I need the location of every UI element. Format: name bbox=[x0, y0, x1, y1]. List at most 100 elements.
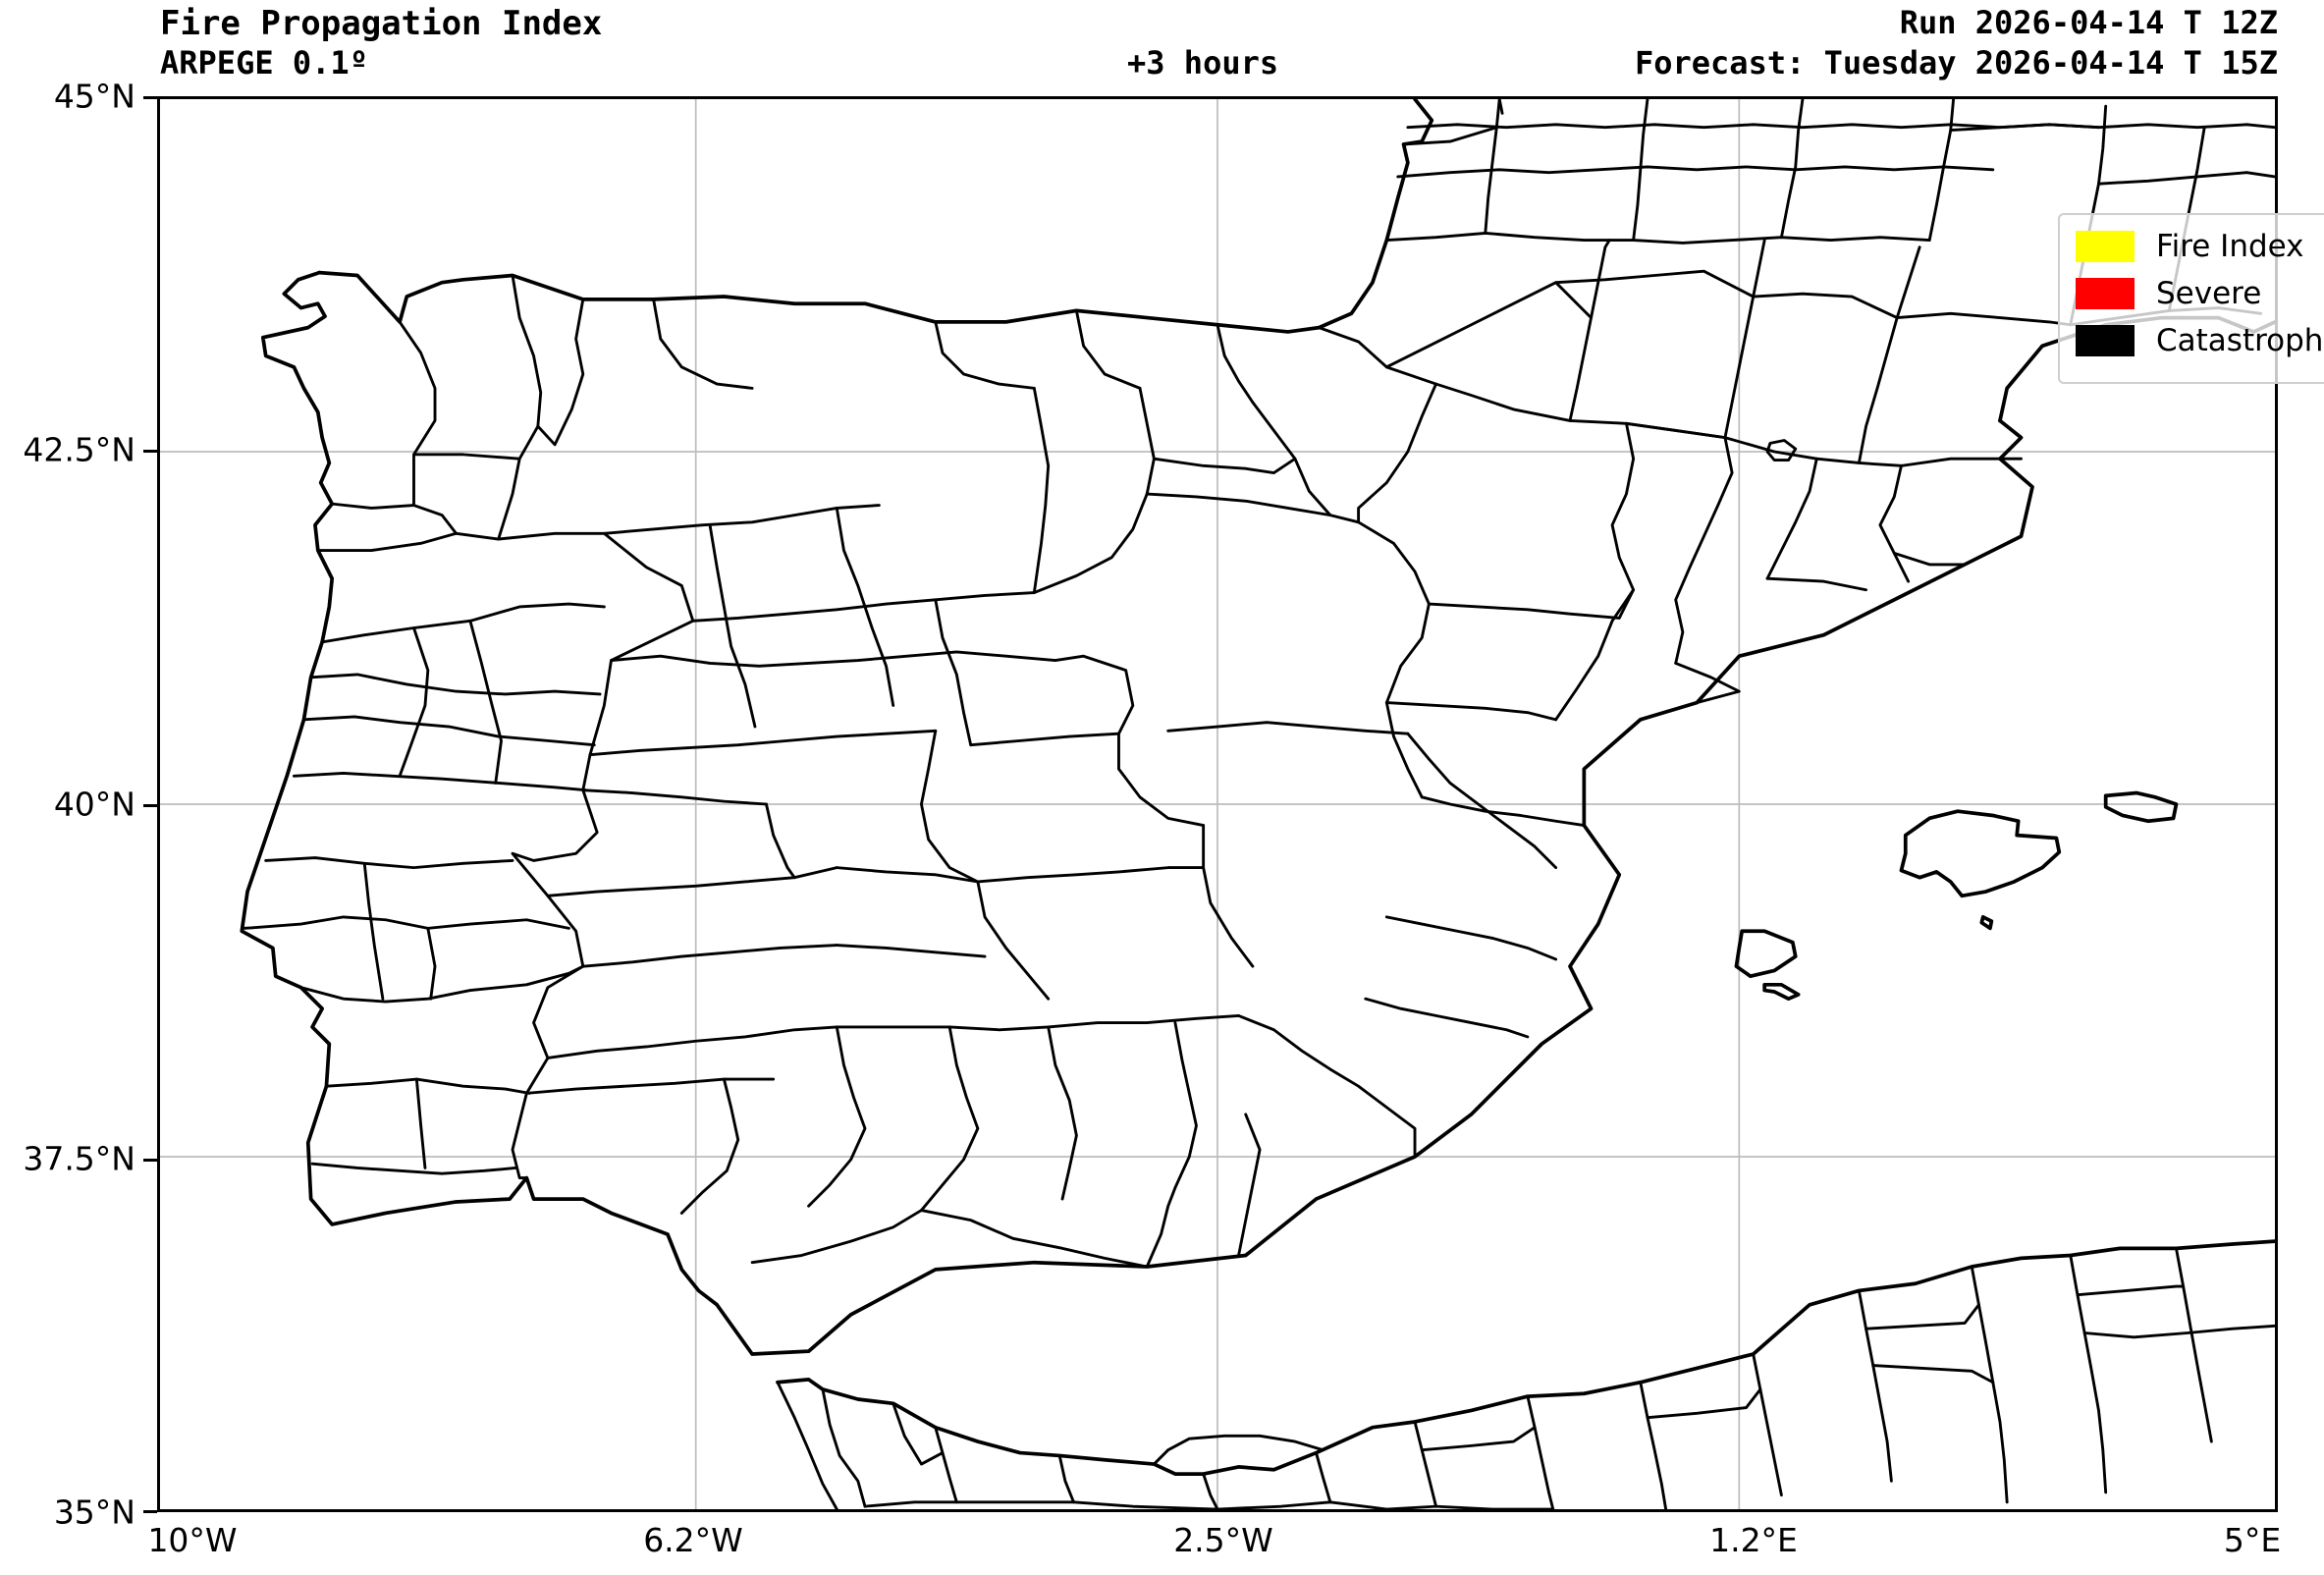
na-adm-5 bbox=[1315, 1451, 1332, 1504]
iberia-north-coast bbox=[317, 270, 1322, 334]
formentera-outline bbox=[1762, 982, 1801, 1002]
pt-district-14 bbox=[362, 861, 385, 1001]
x-tick-10w: 10°W bbox=[147, 1521, 238, 1559]
fr-dep-12 bbox=[1384, 281, 1593, 369]
es-galicia-4 bbox=[536, 298, 585, 447]
na-adm-23 bbox=[776, 1381, 838, 1509]
es-clm-4 bbox=[835, 866, 1206, 884]
na-adm-22 bbox=[2082, 1324, 2275, 1339]
na-adm-19 bbox=[1865, 1303, 1980, 1331]
legend-box[interactable]: Fire Index Severe Catastrophic bbox=[2058, 213, 2324, 384]
pt-district-9 bbox=[299, 964, 585, 1004]
france-atlantic-coast bbox=[1317, 99, 1434, 330]
fr-dep-18 bbox=[2097, 171, 2275, 186]
na-adm-2 bbox=[934, 1426, 958, 1504]
legend-item-catastrophic[interactable]: Catastrophic bbox=[2076, 321, 2324, 360]
pt-district-12 bbox=[398, 626, 430, 778]
es-galicia-3 bbox=[412, 453, 521, 461]
fr-dep-19 bbox=[1949, 123, 2275, 133]
es-clm-8 bbox=[947, 1013, 1240, 1032]
na-adm-11 bbox=[1970, 1265, 2009, 1504]
fr-dep-3 bbox=[1406, 123, 2100, 130]
es-cat-5 bbox=[1892, 551, 1967, 567]
es-aragon-3 bbox=[1427, 588, 1636, 620]
fr-dep-4 bbox=[1484, 99, 1501, 235]
fr-dep-21 bbox=[1497, 99, 1504, 115]
cabrera-outline bbox=[1979, 915, 1994, 931]
pt-district-5 bbox=[302, 715, 596, 747]
es-and-4 bbox=[920, 1025, 980, 1213]
fr-dep-13 bbox=[1554, 269, 1756, 299]
mallorca-outline bbox=[1899, 809, 2062, 898]
na-adm-10 bbox=[1857, 1288, 1893, 1483]
es-galicia-2 bbox=[497, 274, 543, 541]
pt-district-11 bbox=[310, 1162, 517, 1175]
pt-district-3 bbox=[320, 602, 606, 644]
fr-dep-14 bbox=[1752, 292, 1899, 320]
lead-time-label: +3 hours bbox=[1127, 44, 1279, 81]
north-africa-coast bbox=[776, 1239, 2275, 1476]
es-aragon-2 bbox=[1554, 421, 1636, 722]
es-valencia-2 bbox=[1420, 795, 1586, 827]
es-cyl-2 bbox=[691, 591, 1036, 623]
na-adm-1 bbox=[821, 1387, 867, 1508]
pt-district-8 bbox=[243, 915, 570, 930]
pt-district-16 bbox=[414, 1077, 427, 1169]
na-adm-7 bbox=[1526, 1394, 1555, 1509]
legend-label-fire-index: Fire Index bbox=[2156, 229, 2304, 264]
y-tickmark-37-5n bbox=[143, 1159, 157, 1162]
es-clm-3 bbox=[920, 729, 980, 884]
fire-index-swatch-icon bbox=[2076, 231, 2135, 262]
es-cyl-5 bbox=[708, 523, 757, 729]
es-cyl-7 bbox=[934, 598, 973, 747]
map-canvas bbox=[160, 99, 2275, 1509]
na-adm-21 bbox=[1871, 1364, 1995, 1385]
coastlines-layer bbox=[240, 99, 2275, 1476]
na-adm-17 bbox=[1420, 1426, 1537, 1452]
es-clm-7 bbox=[835, 944, 987, 958]
admin-boundaries-layer bbox=[243, 99, 2275, 1509]
fr-dep-5 bbox=[1632, 99, 1649, 243]
fr-dep-1 bbox=[1384, 231, 1931, 244]
es-valencia-1 bbox=[1406, 732, 1558, 870]
forecast-timestamp: Forecast: Tuesday 2026-04-14 T 15Z bbox=[1634, 44, 2278, 81]
es-clm-5 bbox=[1202, 824, 1255, 968]
y-tickmark-40n bbox=[143, 804, 157, 807]
map-plot-area[interactable]: Fire Index Severe Catastrophic bbox=[157, 96, 2324, 1512]
menorca-outline bbox=[2103, 790, 2179, 824]
es-murcia-1 bbox=[1237, 1013, 1417, 1159]
pt-district-7 bbox=[264, 856, 514, 870]
na-adm-16 bbox=[1152, 1434, 1325, 1466]
x-tick-2-5w: 2.5°W bbox=[1173, 1521, 1273, 1559]
fr-dep-15 bbox=[1895, 311, 2073, 327]
catastrophic-swatch-icon bbox=[2076, 325, 2135, 356]
fr-dep-7 bbox=[1927, 99, 1956, 243]
es-valencia-4 bbox=[1364, 997, 1530, 1039]
y-tickmark-42-5n bbox=[143, 450, 157, 453]
na-adm-15 bbox=[892, 1401, 945, 1466]
es-cat-3 bbox=[1878, 463, 1911, 583]
legend-item-fire-index[interactable]: Fire Index bbox=[2076, 227, 2304, 266]
y-tick-45n: 45°N bbox=[53, 77, 135, 116]
es-aragon-1 bbox=[1357, 520, 1431, 799]
legend-item-severe[interactable]: Severe bbox=[2076, 274, 2261, 313]
es-madrid bbox=[969, 654, 1135, 747]
pt-district-1 bbox=[330, 502, 415, 510]
es-navarra-2 bbox=[1357, 382, 1438, 524]
fr-dep-10 bbox=[1723, 239, 1766, 440]
es-and-2 bbox=[679, 1077, 740, 1215]
es-cyl-3 bbox=[610, 650, 1057, 668]
es-cat-2 bbox=[1765, 457, 1818, 580]
pt-district-10 bbox=[325, 1077, 531, 1095]
legend-label-severe: Severe bbox=[2156, 276, 2262, 311]
es-cyl-9 bbox=[1032, 386, 1156, 595]
es-ext-2 bbox=[546, 866, 838, 897]
es-and-5 bbox=[1047, 1025, 1078, 1201]
portugal-spain-border bbox=[412, 504, 695, 1179]
pt-district-2 bbox=[316, 531, 458, 552]
es-and-6 bbox=[1173, 1021, 1198, 1190]
iberia-east-coast bbox=[240, 270, 2034, 1356]
na-adm-12 bbox=[2069, 1254, 2108, 1494]
fr-dep-6 bbox=[1779, 99, 1805, 240]
